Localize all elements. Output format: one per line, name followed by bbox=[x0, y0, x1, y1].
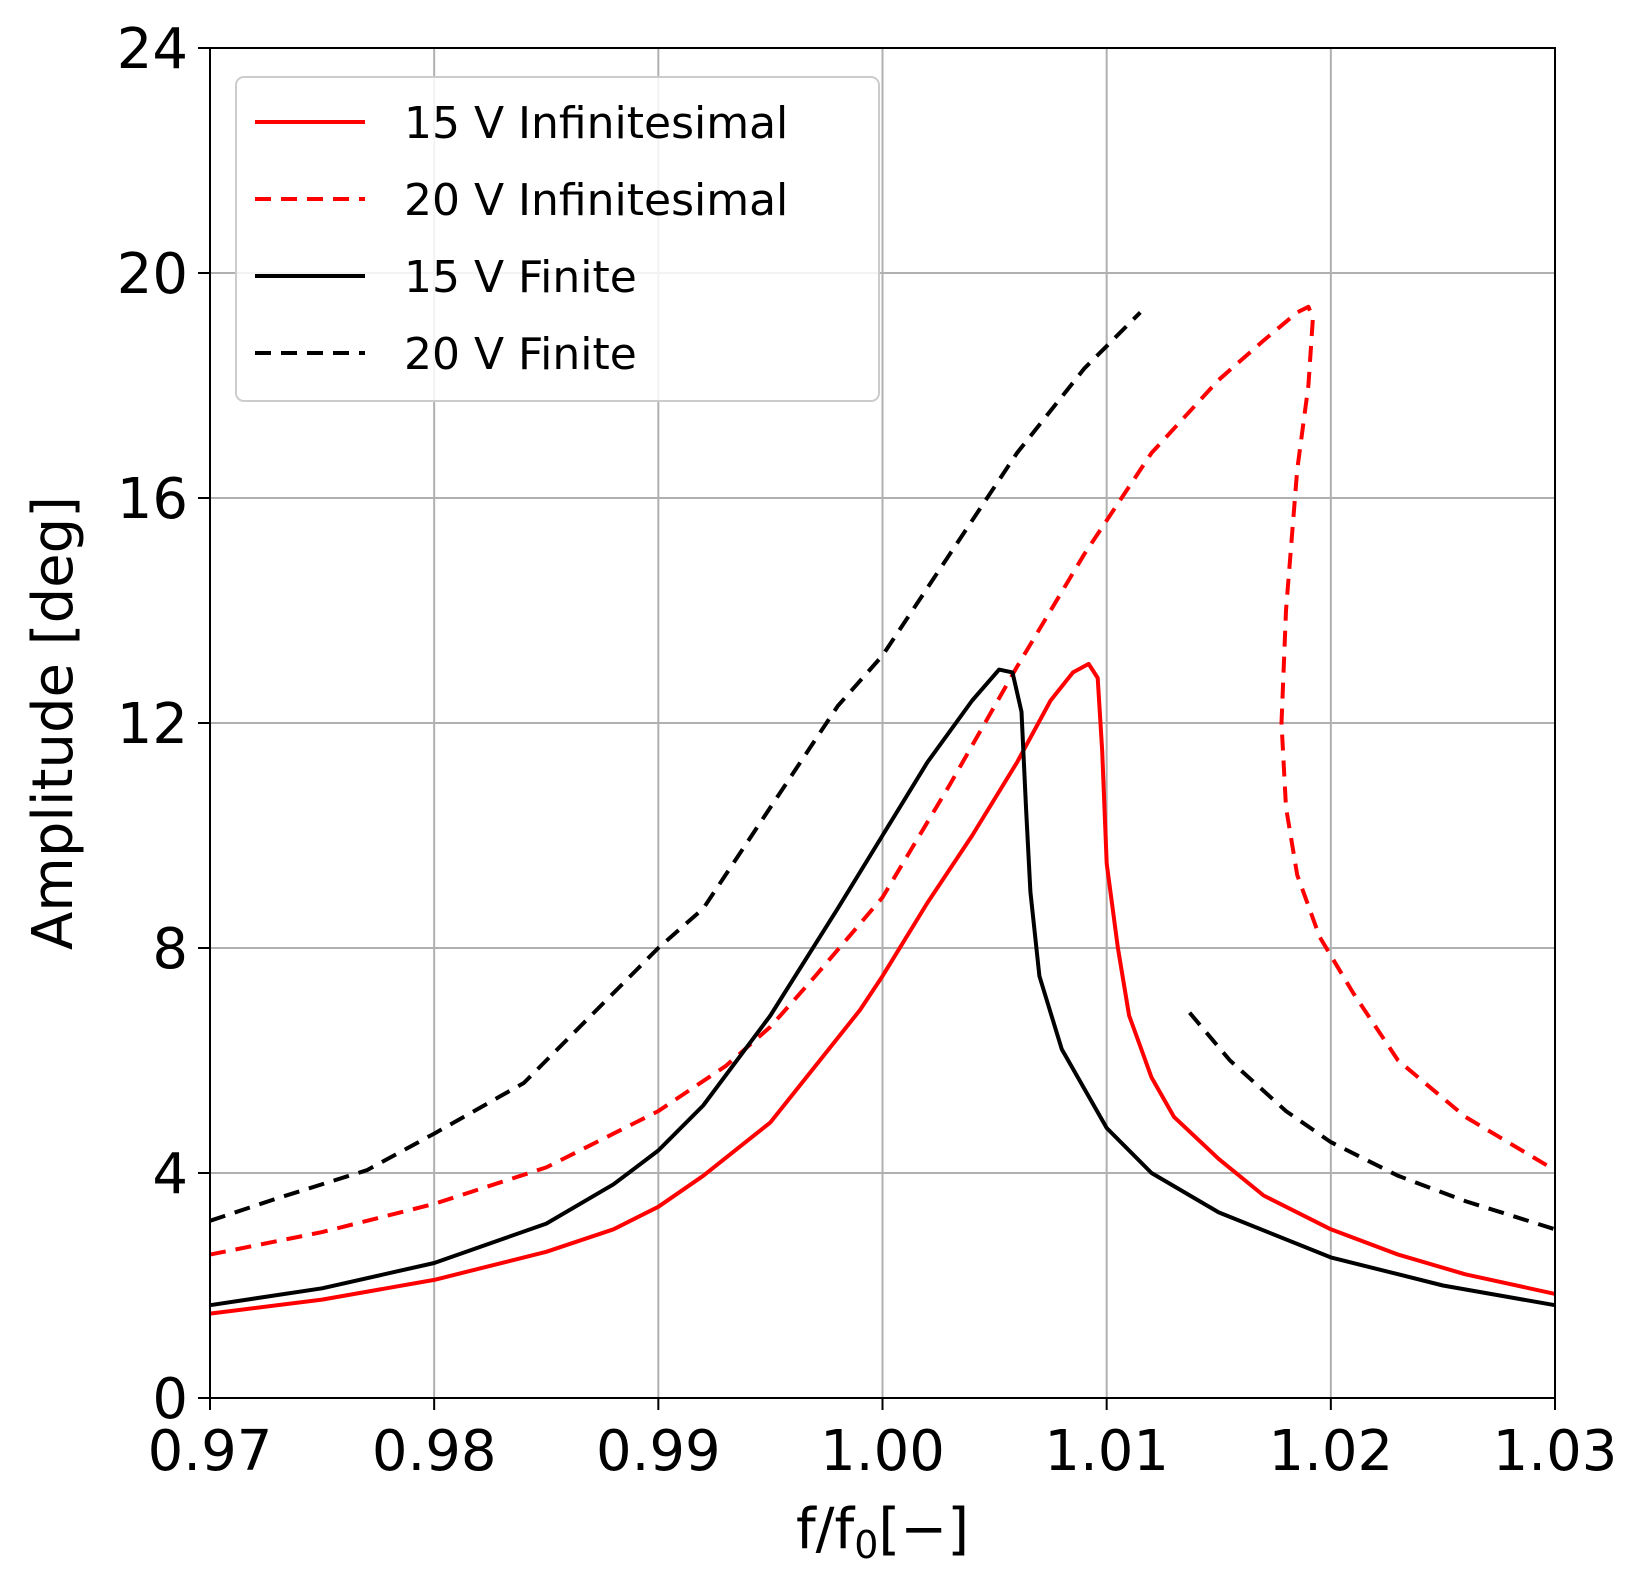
x-axis-label-subscript: 0 bbox=[854, 1523, 878, 1567]
legend: 15 V Infinitesimal 20 V Infinitesimal 15 V… bbox=[235, 76, 880, 402]
x-tick-label: 0.99 bbox=[596, 1419, 721, 1484]
legend-box bbox=[235, 76, 880, 402]
x-axis-label-tail: [−] bbox=[878, 1497, 969, 1562]
x-tick-label: 1.00 bbox=[820, 1419, 945, 1484]
y-tick-label: 8 bbox=[152, 917, 188, 982]
y-tick-label: 12 bbox=[117, 692, 188, 757]
legend-label: 15 V Infinitesimal bbox=[404, 98, 788, 149]
x-tick-label: 0.97 bbox=[148, 1419, 273, 1484]
x-axis-label: f/f0[−] bbox=[796, 1497, 969, 1567]
y-tick-label: 24 bbox=[117, 17, 188, 82]
x-tick-label: 1.01 bbox=[1044, 1419, 1169, 1484]
legend-label: 20 V Infinitesimal bbox=[404, 175, 788, 226]
y-axis-ticks: 0 4 8 12 16 20 24 bbox=[117, 17, 210, 1432]
legend-label: 15 V Finite bbox=[404, 252, 637, 303]
x-axis-ticks: 0.97 0.98 0.99 1.00 1.01 1.02 1.03 bbox=[148, 1398, 1618, 1484]
x-axis-label-main: f/f bbox=[796, 1497, 856, 1562]
y-tick-label: 0 bbox=[152, 1367, 188, 1432]
legend-label: 20 V Finite bbox=[404, 329, 637, 380]
y-tick-label: 20 bbox=[117, 242, 188, 307]
x-tick-label: 1.03 bbox=[1493, 1419, 1618, 1484]
y-axis-label: Amplitude [deg] bbox=[21, 496, 86, 950]
y-tick-label: 16 bbox=[117, 467, 188, 532]
series-line-3-segment-0 bbox=[209, 310, 1142, 1223]
series-layer bbox=[209, 304, 1557, 1316]
series-line-3-segment-1 bbox=[1188, 1011, 1556, 1232]
series-line-0-segment-0 bbox=[209, 661, 1556, 1316]
y-tick-label: 4 bbox=[152, 1142, 188, 1207]
x-tick-label: 1.02 bbox=[1268, 1419, 1393, 1484]
series-line-1-segment-0 bbox=[209, 304, 1557, 1257]
series-line-2-segment-0 bbox=[209, 667, 1556, 1308]
x-tick-label: 0.98 bbox=[372, 1419, 497, 1484]
